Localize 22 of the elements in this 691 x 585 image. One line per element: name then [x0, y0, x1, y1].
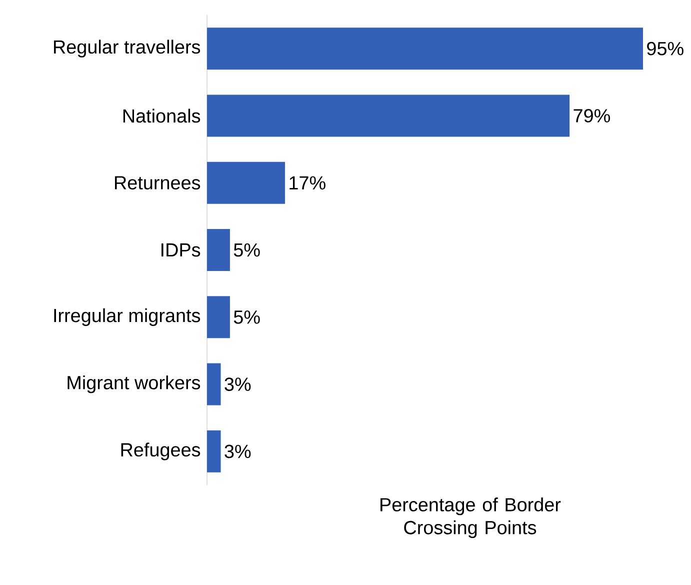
bar: [207, 162, 286, 204]
y-tick-label: Migrant workers: [68, 375, 200, 394]
bar: [207, 296, 230, 338]
y-tick-label: Returnees: [115, 176, 200, 190]
y-tick-label: IDPs: [162, 243, 200, 257]
y-tick-label: Regular travellers: [54, 40, 200, 58]
y-tick-label: Irregular migrants: [54, 308, 200, 326]
x-axis-title: Percentage of Border Crossing Points: [380, 498, 561, 538]
data-label: 3%: [224, 444, 251, 458]
y-tick-label: Nationals: [123, 108, 200, 123]
data-label: 95%: [647, 42, 684, 56]
data-label: 79%: [574, 109, 610, 122]
bar: [207, 363, 221, 406]
bar: [207, 94, 570, 137]
bar: [207, 229, 230, 272]
data-label: 17%: [290, 176, 326, 190]
bar: [207, 28, 643, 70]
y-tick-label: Refugees: [121, 442, 200, 460]
data-label: 3%: [224, 378, 251, 391]
data-label: 5%: [234, 243, 260, 257]
bar: [207, 430, 221, 472]
data-label: 5%: [234, 310, 260, 324]
